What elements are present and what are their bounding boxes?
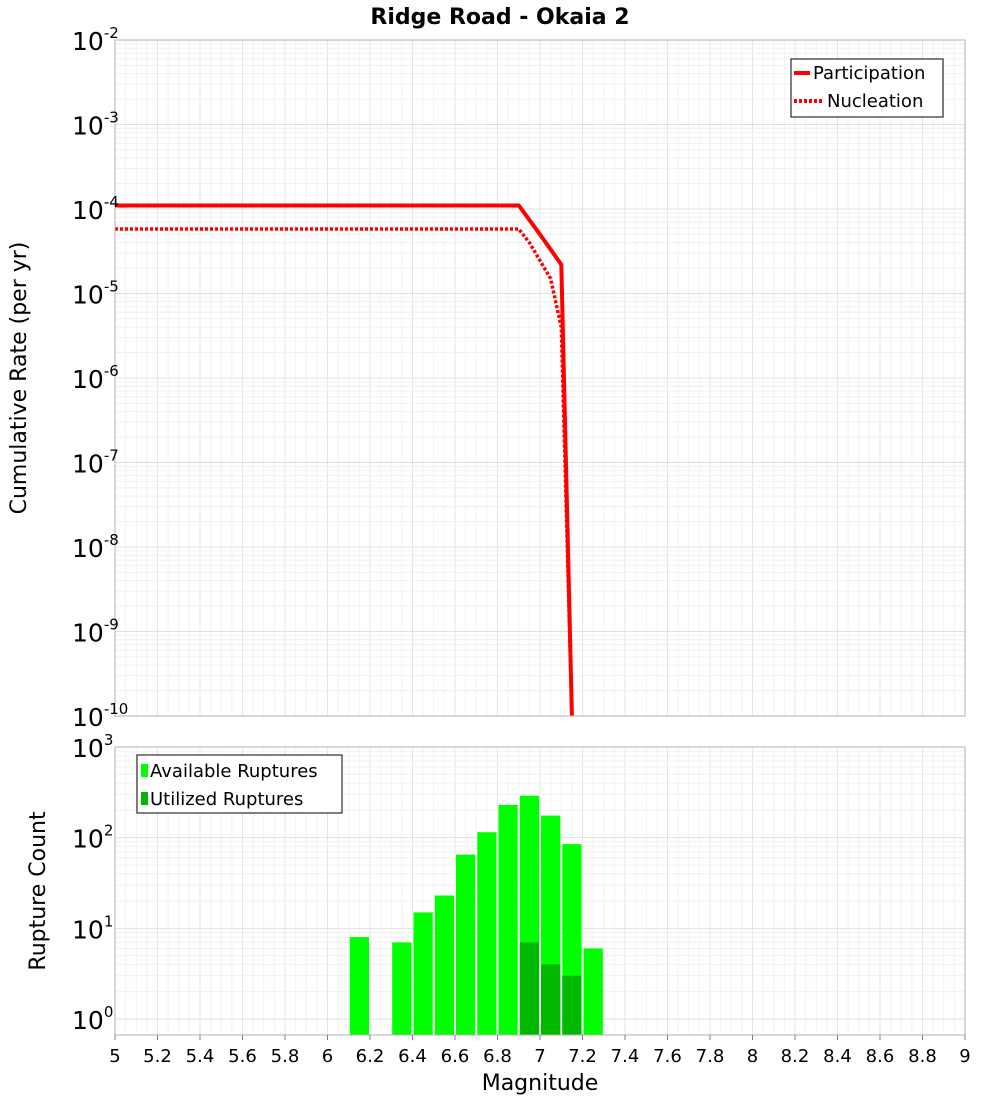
available-ruptures-bar bbox=[349, 937, 369, 1035]
available-ruptures-bar bbox=[477, 832, 497, 1035]
rate-y-tick-label: 10-9 bbox=[72, 616, 119, 648]
count-y-tick-label: 101 bbox=[72, 912, 113, 944]
available-ruptures-bar bbox=[413, 912, 433, 1035]
rate-y-tick-label: 10-6 bbox=[72, 362, 119, 394]
x-tick-label: 7.8 bbox=[696, 1046, 725, 1067]
rate-y-tick-label: 10-5 bbox=[72, 278, 119, 310]
count-y-tick-label: 100 bbox=[72, 1003, 113, 1035]
available-ruptures-bar bbox=[434, 895, 454, 1035]
legend-label-utilized: Utilized Ruptures bbox=[150, 789, 303, 810]
rate-y-tick-label: 10-4 bbox=[72, 193, 119, 225]
legend-swatch-available bbox=[141, 764, 148, 777]
x-tick-label: 6 bbox=[322, 1046, 333, 1067]
rate-y-ticks: 10-10 10-9 10-8 10-7 10-6 10-5 10-4 10-3 10-2 bbox=[72, 24, 128, 732]
x-tick-label: 8.6 bbox=[866, 1046, 895, 1067]
x-tick-label: 8.2 bbox=[781, 1046, 810, 1067]
utilized-ruptures-bar bbox=[562, 975, 582, 1035]
available-ruptures-bar bbox=[456, 854, 476, 1035]
x-tick-label: 6.8 bbox=[483, 1046, 512, 1067]
rate-y-tick-label: 10-10 bbox=[72, 700, 128, 732]
rate-y-tick-label: 10-2 bbox=[72, 24, 119, 56]
count-y-tick-label: 103 bbox=[72, 731, 113, 763]
x-tick-label: 5.2 bbox=[143, 1046, 172, 1067]
count-legend-box bbox=[136, 754, 343, 814]
x-tick-label: 5.6 bbox=[228, 1046, 257, 1067]
x-tick-label: 6.6 bbox=[441, 1046, 470, 1067]
count-y-axis-title: Rupture Count bbox=[26, 811, 51, 971]
rate-panel: 10-10 10-9 10-8 10-7 10-6 10-5 10-4 10-3 10-2 Cu… bbox=[7, 24, 966, 732]
x-tick-label: 6.4 bbox=[398, 1046, 427, 1067]
available-ruptures-bar bbox=[498, 804, 518, 1035]
available-ruptures-bar bbox=[583, 948, 603, 1035]
x-tick-label: 5 bbox=[109, 1046, 120, 1067]
chart-title: Ridge Road - Okaia 2 bbox=[370, 5, 629, 30]
rate-y-tick-label: 10-7 bbox=[72, 447, 119, 479]
legend-label-nucleation: Nucleation bbox=[827, 91, 923, 112]
rate-legend-box bbox=[790, 58, 944, 118]
x-tick-label: 8.4 bbox=[823, 1046, 852, 1067]
rate-y-axis-title: Cumulative Rate (per yr) bbox=[7, 242, 32, 515]
count-bars bbox=[349, 795, 603, 1035]
rate-y-tick-label: 10-8 bbox=[72, 531, 119, 563]
series-line-nucleation bbox=[115, 227, 574, 717]
x-tick-label: 7.4 bbox=[611, 1046, 640, 1067]
utilized-ruptures-bar bbox=[519, 942, 540, 1035]
available-ruptures-bar bbox=[392, 942, 412, 1035]
rate-legend: Participation Nucleation bbox=[790, 58, 944, 118]
count-y-ticks: 100 101 102 103 bbox=[72, 731, 113, 1035]
count-legend: Available Ruptures Utilized Ruptures bbox=[136, 754, 343, 814]
rate-gridlines bbox=[114, 40, 966, 717]
count-panel: 100 101 102 103 5 5.2 5.4 5.6 5.8 6 6.2 6.4 6.6 6.8 7… bbox=[26, 731, 971, 1096]
x-tick-label: 8.8 bbox=[908, 1046, 937, 1067]
legend-label-available: Available Ruptures bbox=[150, 761, 318, 782]
rate-y-tick-label: 10-3 bbox=[72, 109, 119, 141]
x-tick-label: 5.8 bbox=[271, 1046, 300, 1067]
x-tick-label: 7.2 bbox=[568, 1046, 597, 1067]
count-y-tick-label: 102 bbox=[72, 822, 113, 854]
x-tick-label: 9 bbox=[959, 1046, 970, 1067]
rate-plot-frame bbox=[114, 39, 966, 717]
legend-swatch-utilized bbox=[141, 792, 148, 805]
x-tick-label: 6.2 bbox=[356, 1046, 385, 1067]
x-tick-label: 8 bbox=[747, 1046, 758, 1067]
count-x-ticks: 5 5.2 5.4 5.6 5.8 6 6.2 6.4 6.6 6.8 7 7.2 7.4 7.6 7.8 8… bbox=[109, 1035, 971, 1067]
legend-label-participation: Participation bbox=[813, 63, 925, 84]
utilized-ruptures-bar bbox=[541, 964, 561, 1035]
rate-series bbox=[115, 203, 574, 717]
x-tick-label: 7 bbox=[534, 1046, 545, 1067]
x-tick-label: 7.6 bbox=[653, 1046, 682, 1067]
x-axis-title: Magnitude bbox=[482, 1071, 599, 1096]
x-tick-label: 5.4 bbox=[186, 1046, 215, 1067]
